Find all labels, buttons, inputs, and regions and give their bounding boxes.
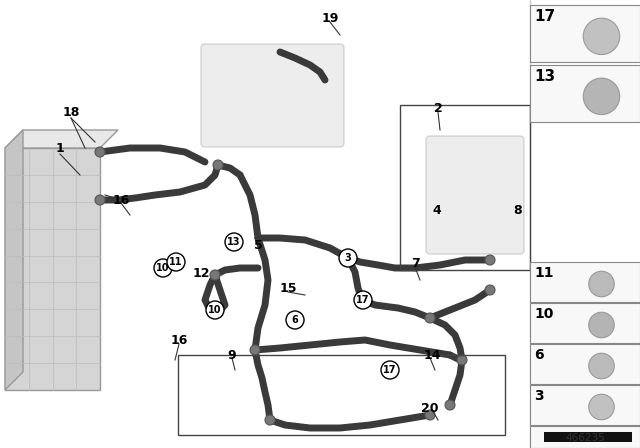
Text: 4: 4 bbox=[433, 203, 442, 216]
Circle shape bbox=[339, 249, 357, 267]
Circle shape bbox=[225, 233, 243, 251]
Text: 7: 7 bbox=[411, 257, 419, 270]
Text: 20: 20 bbox=[421, 401, 439, 414]
Circle shape bbox=[265, 415, 275, 425]
Circle shape bbox=[167, 253, 185, 271]
Bar bbox=[400, 105, 530, 270]
Text: 13: 13 bbox=[227, 237, 241, 247]
Circle shape bbox=[425, 410, 435, 420]
Circle shape bbox=[154, 259, 172, 277]
Bar bbox=[530, 5, 640, 62]
Circle shape bbox=[589, 271, 614, 297]
Circle shape bbox=[381, 361, 399, 379]
Circle shape bbox=[457, 355, 467, 365]
Bar bbox=[178, 355, 505, 435]
Circle shape bbox=[95, 195, 105, 205]
Text: 15: 15 bbox=[279, 281, 297, 294]
Text: 10: 10 bbox=[208, 305, 221, 315]
Circle shape bbox=[589, 312, 614, 338]
Polygon shape bbox=[5, 130, 118, 148]
Circle shape bbox=[485, 255, 495, 265]
Polygon shape bbox=[5, 148, 100, 390]
Circle shape bbox=[95, 147, 105, 157]
Text: 17: 17 bbox=[534, 9, 555, 24]
Circle shape bbox=[583, 78, 620, 115]
Bar bbox=[530, 65, 640, 122]
Text: 16: 16 bbox=[170, 333, 188, 346]
Text: 17: 17 bbox=[356, 295, 370, 305]
Text: 16: 16 bbox=[112, 194, 130, 207]
FancyBboxPatch shape bbox=[426, 136, 524, 254]
Circle shape bbox=[583, 18, 620, 55]
Circle shape bbox=[206, 301, 224, 319]
Text: 18: 18 bbox=[62, 105, 80, 119]
Bar bbox=[530, 344, 640, 384]
Circle shape bbox=[213, 160, 223, 170]
Text: 10: 10 bbox=[156, 263, 170, 273]
Circle shape bbox=[589, 394, 614, 420]
Text: 5: 5 bbox=[253, 238, 262, 251]
Polygon shape bbox=[5, 130, 23, 390]
Bar bbox=[530, 303, 640, 343]
Text: 11: 11 bbox=[169, 257, 183, 267]
Circle shape bbox=[210, 270, 220, 280]
FancyBboxPatch shape bbox=[201, 44, 344, 147]
Circle shape bbox=[286, 311, 304, 329]
Text: 10: 10 bbox=[534, 307, 554, 321]
Bar bbox=[530, 385, 640, 425]
Circle shape bbox=[485, 285, 495, 295]
Polygon shape bbox=[544, 432, 632, 442]
Text: 3: 3 bbox=[344, 253, 351, 263]
Circle shape bbox=[354, 291, 372, 309]
Circle shape bbox=[445, 400, 455, 410]
Text: 2: 2 bbox=[434, 102, 442, 115]
Text: 11: 11 bbox=[534, 266, 554, 280]
Text: 1: 1 bbox=[56, 142, 65, 155]
Text: 8: 8 bbox=[514, 203, 522, 216]
Text: 6: 6 bbox=[534, 348, 543, 362]
Text: 14: 14 bbox=[423, 349, 441, 362]
Text: 3: 3 bbox=[534, 389, 543, 403]
Text: 466235: 466235 bbox=[565, 433, 605, 443]
Text: 9: 9 bbox=[228, 349, 236, 362]
Text: 6: 6 bbox=[292, 315, 298, 325]
Circle shape bbox=[250, 345, 260, 355]
Text: 12: 12 bbox=[192, 267, 210, 280]
Bar bbox=[530, 262, 640, 302]
Text: 13: 13 bbox=[534, 69, 555, 84]
Text: 17: 17 bbox=[383, 365, 397, 375]
Circle shape bbox=[425, 313, 435, 323]
Bar bbox=[530, 426, 640, 448]
Circle shape bbox=[589, 353, 614, 379]
Text: 19: 19 bbox=[321, 12, 339, 25]
